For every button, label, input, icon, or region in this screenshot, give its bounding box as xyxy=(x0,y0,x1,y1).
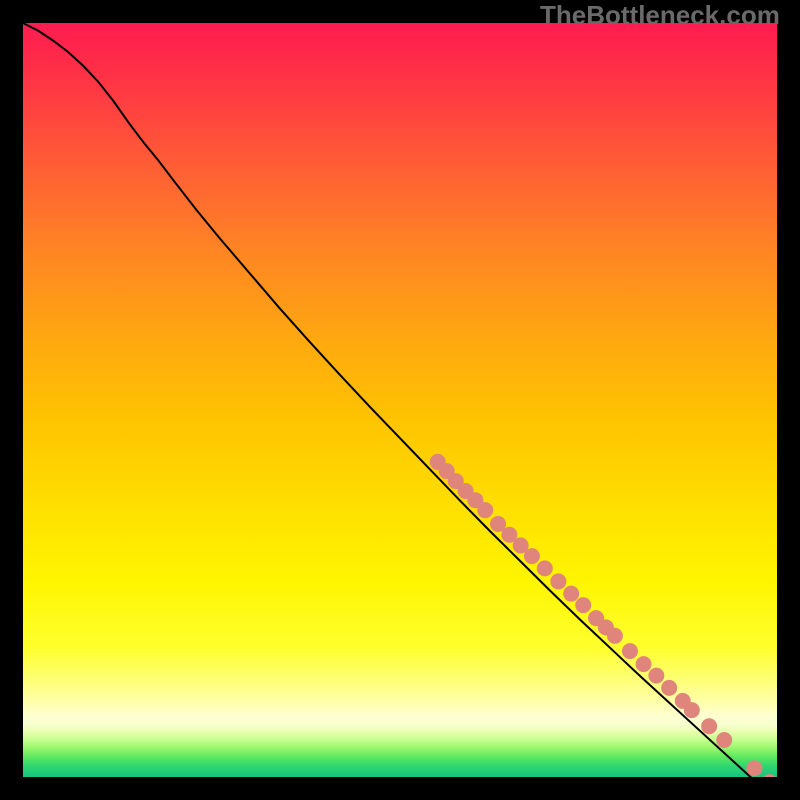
scatter-point xyxy=(537,560,553,576)
scatter-point xyxy=(648,668,664,684)
scatter-point xyxy=(701,718,717,734)
scatter-point xyxy=(661,680,677,696)
scatter-point xyxy=(622,643,638,659)
scatter-point xyxy=(684,702,700,718)
scatter-point xyxy=(550,573,566,589)
scatter-point xyxy=(563,586,579,602)
scatter-point xyxy=(524,548,540,564)
scatter-point xyxy=(746,760,762,776)
watermark-label: TheBottleneck.com xyxy=(540,0,780,31)
scatter-point xyxy=(716,732,732,748)
scatter-point xyxy=(477,502,493,518)
scatter-point xyxy=(636,656,652,672)
scatter-point xyxy=(607,628,623,644)
plot-area xyxy=(23,23,777,777)
chart-svg xyxy=(23,23,777,777)
chart-container: TheBottleneck.com xyxy=(0,0,800,800)
scatter-point xyxy=(575,597,591,613)
gradient-background xyxy=(23,23,777,777)
